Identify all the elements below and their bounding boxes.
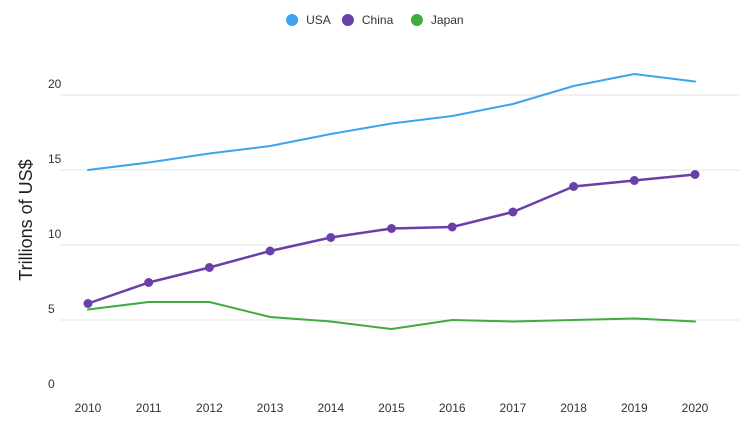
- x-tick-label: 2020: [682, 401, 709, 415]
- data-point-china[interactable]: [690, 170, 700, 179]
- series-japan: [87, 301, 696, 330]
- series-usa: [87, 73, 696, 171]
- legend-label: Japan: [431, 13, 464, 27]
- gridlines: [60, 94, 740, 321]
- data-point-china[interactable]: [326, 233, 336, 242]
- legend-label: China: [362, 13, 394, 27]
- x-tick-label: 2017: [500, 401, 527, 415]
- y-tick-label: 10: [48, 227, 62, 241]
- x-tick-label: 2010: [75, 401, 102, 415]
- x-tick-label: 2012: [196, 401, 223, 415]
- data-point-china[interactable]: [447, 222, 457, 232]
- y-axis-title: Trillions of US$: [16, 159, 36, 280]
- series-layer: [83, 73, 700, 330]
- y-tick-label: 20: [48, 77, 62, 91]
- legend-item-usa[interactable]: USA: [286, 13, 331, 27]
- legend-swatch: [341, 14, 354, 26]
- data-point-china[interactable]: [144, 278, 154, 287]
- y-tick-label: 15: [48, 152, 62, 166]
- x-tick-label: 2011: [136, 401, 162, 415]
- legend: USA China Japan: [286, 13, 464, 27]
- x-tick-label: 2019: [621, 401, 648, 415]
- y-tick-label: 0: [48, 377, 55, 391]
- legend-item-japan[interactable]: Japan: [410, 13, 464, 27]
- legend-item-china[interactable]: China: [341, 13, 394, 27]
- data-point-china[interactable]: [387, 224, 396, 233]
- series-line-china: [86, 173, 697, 305]
- x-axis-ticks: 2010 2011 2012 2013 2014 2015 2016 2017 2018 2019…: [75, 401, 709, 415]
- data-point-china[interactable]: [83, 299, 93, 308]
- data-point-china[interactable]: [508, 207, 518, 217]
- x-tick-label: 2016: [439, 401, 466, 415]
- legend-swatch: [286, 14, 299, 26]
- x-tick-label: 2015: [378, 401, 405, 415]
- series-line-usa: [87, 73, 696, 171]
- data-point-china[interactable]: [265, 246, 275, 256]
- legend-label: USA: [306, 13, 331, 27]
- x-tick-label: 2013: [257, 401, 284, 415]
- x-tick-label: 2018: [560, 401, 587, 415]
- y-tick-label: 5: [48, 302, 55, 316]
- series-line-japan: [87, 301, 696, 330]
- legend-swatch: [410, 14, 423, 26]
- data-point-china[interactable]: [204, 263, 214, 272]
- y-axis-ticks: 0 5 10 15 20: [48, 77, 62, 391]
- series-china: [83, 170, 700, 308]
- x-tick-label: 2014: [317, 401, 344, 415]
- data-point-china[interactable]: [629, 176, 639, 185]
- data-point-china[interactable]: [569, 182, 579, 191]
